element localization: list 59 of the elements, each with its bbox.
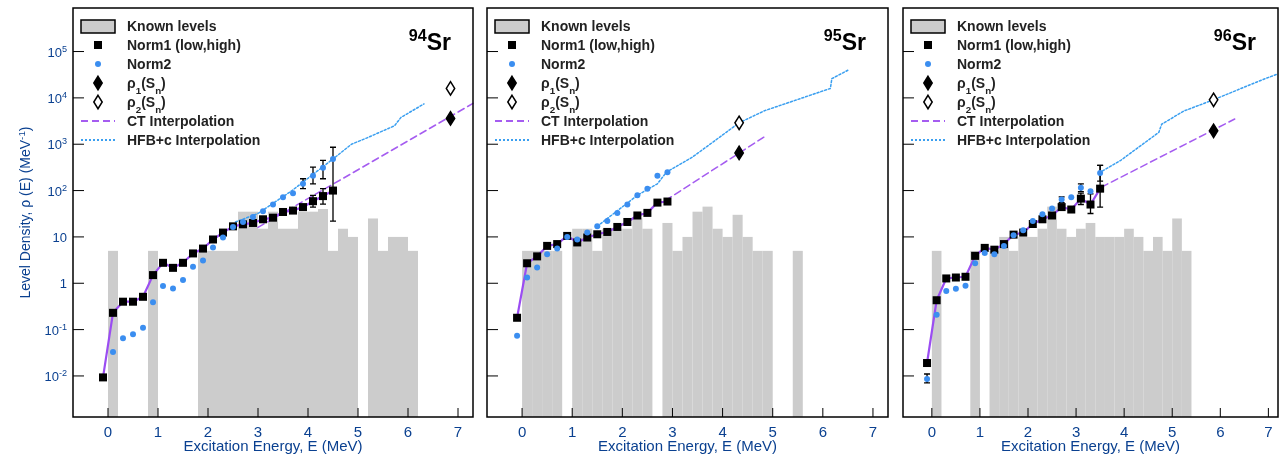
- legend-label: Norm2: [541, 56, 586, 72]
- legend-label: Norm1 (low,high): [127, 37, 241, 53]
- legend-label: CT Interpolation: [541, 113, 649, 129]
- x-tick-label: 7: [453, 423, 463, 440]
- x-axis-title: Excitation Energy, E (MeV): [183, 437, 363, 454]
- legend-label: HFB+c Interpolation: [541, 132, 675, 148]
- x-tick-label: 6: [403, 423, 413, 440]
- legend-label: Known levels: [957, 18, 1047, 34]
- x-tick-label: 5: [768, 423, 777, 440]
- legend-label: ρ$_{1}$(S$_{n}$): [957, 75, 996, 96]
- x-axis-title: Excitation Energy, E (MeV): [598, 437, 777, 454]
- x-tick-label: 5: [353, 423, 363, 440]
- legend-label: CT Interpolation: [127, 113, 235, 129]
- legend-label: ρ$_{2}$(S$_{n}$): [541, 94, 580, 115]
- text: $^{94}$Sr: [408, 26, 452, 55]
- y-tick-label: 1: [59, 276, 67, 292]
- x-axis-title: Excitation Energy, E (MeV): [1001, 437, 1180, 454]
- text: $^{96}$Sr: [1213, 26, 1257, 55]
- text: $^{95}$Sr: [823, 26, 867, 55]
- x-tick-label: 1: [568, 423, 577, 440]
- x-tick-label: 4: [718, 423, 727, 440]
- legend-label: Known levels: [541, 18, 631, 34]
- y-tick-label: 10$^{2}$: [47, 182, 67, 199]
- legend-label: ρ$_{1}$(S$_{n}$): [541, 75, 580, 96]
- x-tick-label: 0: [103, 423, 113, 440]
- x-tick-label: 1: [153, 423, 163, 440]
- x-tick-label: 4: [1119, 423, 1129, 440]
- x-tick-label: 3: [1071, 423, 1081, 440]
- x-tick-label: 5: [1168, 423, 1177, 440]
- y-tick-label: 10: [52, 229, 67, 245]
- x-tick-label: 2: [203, 423, 213, 440]
- x-tick-label: 2: [1023, 423, 1033, 440]
- legend-label: Norm2: [957, 56, 1002, 72]
- legend-label: Norm1 (low,high): [541, 37, 655, 53]
- legend-label: ρ$_{1}$(S$_{n}$): [127, 75, 166, 96]
- y-tick-label: 10$^{5}$: [47, 43, 67, 60]
- y-tick-label: 10$^{4}$: [47, 89, 67, 106]
- legend-label: Known levels: [127, 18, 217, 34]
- legend-label: HFB+c Interpolation: [957, 132, 1091, 148]
- x-tick-label: 6: [818, 423, 828, 440]
- legend-label: HFB+c Interpolation: [127, 132, 261, 148]
- legend-label: CT Interpolation: [957, 113, 1065, 129]
- x-tick-label: 3: [253, 423, 263, 440]
- y-tick-label: 10$^{3}$: [47, 136, 67, 153]
- x-tick-label: 2: [618, 423, 627, 440]
- x-tick-label: 1: [975, 423, 985, 440]
- legend-label: Norm1 (low,high): [957, 37, 1071, 53]
- legend-label: Norm2: [127, 56, 172, 72]
- x-tick-label: 0: [517, 423, 527, 440]
- y-tick-label: 10$^{-1}$: [44, 321, 67, 338]
- x-tick-label: 7: [868, 423, 878, 440]
- x-tick-label: 7: [1264, 423, 1273, 440]
- x-tick-label: 6: [1216, 423, 1225, 440]
- x-tick-label: 0: [927, 423, 937, 440]
- x-tick-label: 3: [668, 423, 677, 440]
- legend-label: ρ$_{2}$(S$_{n}$): [957, 94, 996, 115]
- y-tick-label: 10$^{-2}$: [44, 367, 67, 384]
- x-tick-label: 4: [303, 423, 313, 440]
- legend-label: ρ$_{2}$(S$_{n}$): [127, 94, 166, 115]
